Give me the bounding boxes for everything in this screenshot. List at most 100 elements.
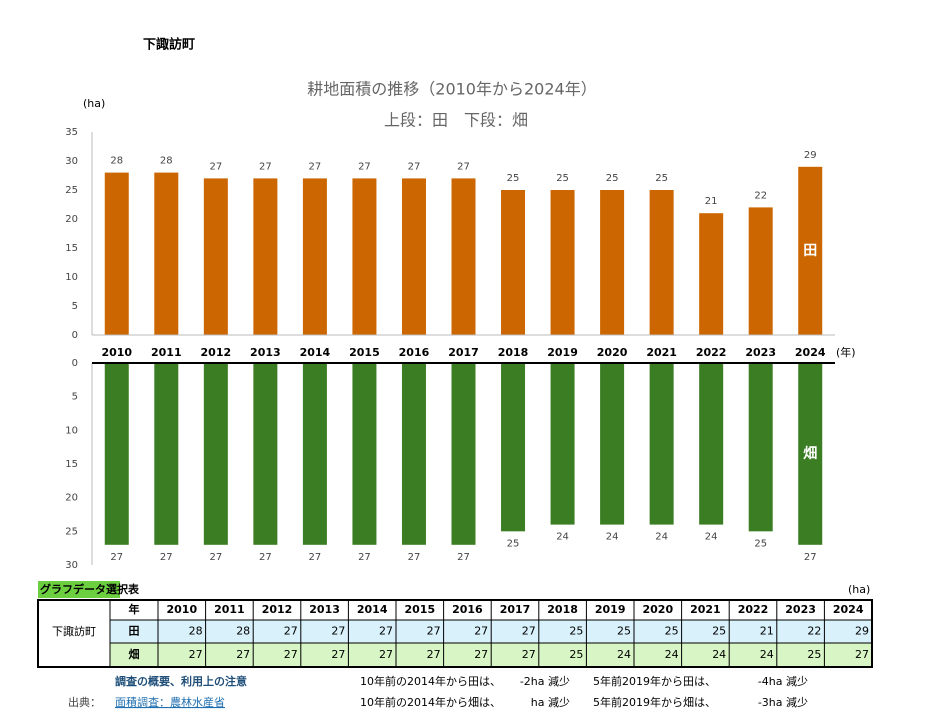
table-cell: 27 bbox=[284, 648, 298, 661]
table-header: 2015 bbox=[404, 603, 435, 616]
bar bbox=[302, 363, 327, 545]
x-tick-label: 2020 bbox=[597, 346, 628, 359]
bar bbox=[154, 172, 179, 335]
bar bbox=[401, 178, 426, 335]
value-label: 27 bbox=[358, 552, 371, 563]
bar bbox=[104, 363, 129, 545]
value-label: 24 bbox=[705, 532, 718, 543]
table-header: 2011 bbox=[214, 603, 245, 616]
y-tick-label: 15 bbox=[65, 459, 78, 470]
table-region: 下諏訪町 bbox=[52, 624, 96, 638]
value-label: 21 bbox=[705, 196, 718, 207]
table-cell: 24 bbox=[617, 648, 631, 661]
y-tick-label: 20 bbox=[65, 214, 78, 225]
table-header: 2024 bbox=[833, 603, 864, 616]
value-label: 25 bbox=[606, 173, 619, 184]
y-tick-label: 30 bbox=[65, 156, 78, 167]
table-cell: 24 bbox=[712, 648, 726, 661]
bar bbox=[600, 190, 625, 335]
bar bbox=[352, 178, 377, 335]
bar bbox=[352, 363, 377, 545]
x-tick-label: 2014 bbox=[300, 346, 331, 359]
note-text: 10年前の2014年から田は、 bbox=[360, 674, 501, 688]
table-cell: 27 bbox=[189, 648, 203, 661]
x-tick-label: 2023 bbox=[745, 346, 776, 359]
source-label: 出典： bbox=[68, 695, 101, 709]
value-label: 25 bbox=[507, 173, 520, 184]
row-label: 畑 bbox=[129, 648, 140, 661]
y-tick-label: 10 bbox=[65, 425, 78, 436]
bar bbox=[451, 363, 476, 545]
x-axis-label: (年) bbox=[836, 345, 856, 359]
table-cell: 27 bbox=[855, 648, 869, 661]
table-cell: 25 bbox=[807, 648, 821, 661]
table-header: 2021 bbox=[690, 603, 721, 616]
table-border bbox=[37, 599, 873, 668]
table-cell: 27 bbox=[379, 625, 393, 638]
y-tick-label: 15 bbox=[65, 243, 78, 254]
x-tick-label: 2017 bbox=[448, 346, 479, 359]
table-cell: 27 bbox=[331, 648, 345, 661]
value-label: 25 bbox=[507, 538, 520, 549]
value-label: 24 bbox=[606, 532, 619, 543]
bar bbox=[253, 178, 278, 335]
table-title-highlight bbox=[38, 581, 120, 598]
table-cell: 27 bbox=[522, 648, 536, 661]
value-label: 28 bbox=[160, 156, 173, 167]
table-unit: (ha) bbox=[848, 583, 870, 596]
bar bbox=[501, 363, 526, 532]
table-cell: 22 bbox=[807, 625, 821, 638]
table-header: 2020 bbox=[642, 603, 673, 616]
x-tick-label: 2016 bbox=[399, 346, 430, 359]
bar bbox=[649, 363, 674, 525]
table-cell: 27 bbox=[427, 625, 441, 638]
y-tick-label: 30 bbox=[65, 560, 78, 571]
y-tick-label: 0 bbox=[72, 358, 78, 369]
table-title: グラフデータ選択表 bbox=[40, 582, 140, 596]
value-label: 25 bbox=[655, 173, 668, 184]
table-header: 2013 bbox=[309, 603, 340, 616]
bar bbox=[550, 190, 575, 335]
bar bbox=[550, 363, 575, 525]
note-text: -3ha 減少 bbox=[758, 695, 808, 709]
note-text: 5年前2019年から畑は、 bbox=[593, 695, 716, 709]
y-tick-label: 35 bbox=[65, 127, 78, 138]
notes-link[interactable]: 調査の概要、利用上の注意 bbox=[115, 674, 247, 688]
table-cell: 25 bbox=[569, 625, 583, 638]
value-label: 27 bbox=[309, 161, 322, 172]
table-cell: 29 bbox=[855, 625, 869, 638]
value-label: 27 bbox=[358, 161, 371, 172]
table-cell: 27 bbox=[284, 625, 298, 638]
series-label: 田 bbox=[803, 243, 817, 259]
bar bbox=[600, 363, 625, 525]
y-tick-label: 25 bbox=[65, 185, 78, 196]
table-header: 2010 bbox=[166, 603, 197, 616]
table-cell: 27 bbox=[331, 625, 345, 638]
value-label: 27 bbox=[160, 552, 173, 563]
x-tick-label: 2012 bbox=[201, 346, 232, 359]
value-label: 25 bbox=[754, 538, 767, 549]
table-cell: 25 bbox=[665, 625, 679, 638]
bar bbox=[203, 363, 228, 545]
bar bbox=[748, 363, 773, 532]
value-label: 27 bbox=[457, 161, 470, 172]
value-label: 27 bbox=[309, 552, 322, 563]
bar bbox=[104, 172, 129, 335]
table-cell: 28 bbox=[189, 625, 203, 638]
table-cell: 27 bbox=[427, 648, 441, 661]
source-link[interactable]: 面積調査：農林水産省 bbox=[115, 695, 225, 709]
value-label: 28 bbox=[110, 156, 123, 167]
value-label: 27 bbox=[408, 161, 421, 172]
note-text: ha 減少 bbox=[531, 695, 570, 709]
value-label: 25 bbox=[556, 173, 569, 184]
y-tick-label: 20 bbox=[65, 493, 78, 504]
table-header: 2023 bbox=[785, 603, 816, 616]
bar bbox=[699, 363, 724, 525]
x-tick-label: 2015 bbox=[349, 346, 380, 359]
bar bbox=[699, 213, 724, 335]
table-cell: 24 bbox=[665, 648, 679, 661]
series-label: 畑 bbox=[802, 446, 817, 462]
table-header: 2022 bbox=[738, 603, 769, 616]
value-label: 24 bbox=[655, 532, 668, 543]
